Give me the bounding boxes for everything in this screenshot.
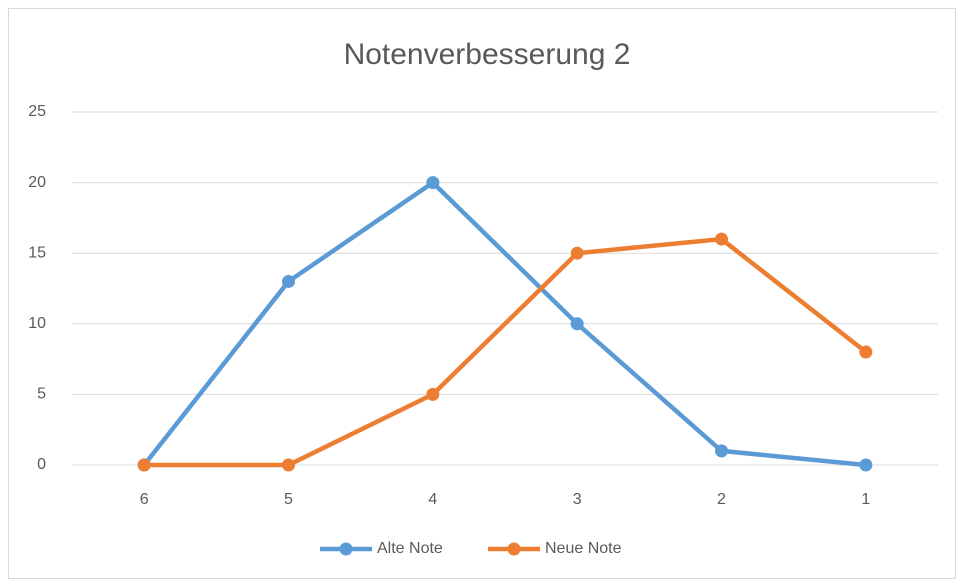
data-point (570, 317, 584, 331)
legend-marker (339, 542, 353, 556)
data-point (282, 274, 295, 288)
data-point (570, 246, 584, 260)
x-tick-label: 3 (573, 491, 582, 508)
data-point (859, 458, 873, 472)
x-tick-label: 2 (717, 491, 726, 508)
x-tick-label: 6 (140, 491, 149, 508)
chart-border (8, 8, 956, 579)
y-tick-label: 5 (37, 386, 46, 403)
y-tick-label: 25 (28, 103, 46, 120)
y-tick-label: 20 (28, 174, 46, 191)
data-point (282, 458, 295, 472)
legend-marker (507, 542, 521, 556)
data-point (426, 176, 440, 190)
chart-title: Notenverbesserung 2 (344, 38, 631, 71)
y-tick-label: 10 (28, 315, 46, 332)
data-point (137, 458, 151, 472)
y-tick-label: 0 (37, 456, 46, 473)
data-point (859, 345, 873, 359)
series-line (144, 236, 868, 468)
x-tick-label: 1 (861, 491, 870, 508)
data-point (426, 387, 440, 401)
data-point (715, 444, 728, 458)
series-line (142, 180, 867, 468)
y-tick-label: 15 (28, 244, 46, 261)
legend-label: Alte Note (377, 540, 443, 557)
x-tick-label: 5 (284, 491, 293, 508)
legend-label: Neue Note (545, 540, 622, 557)
data-point (715, 232, 728, 246)
x-tick-label: 4 (428, 491, 437, 508)
